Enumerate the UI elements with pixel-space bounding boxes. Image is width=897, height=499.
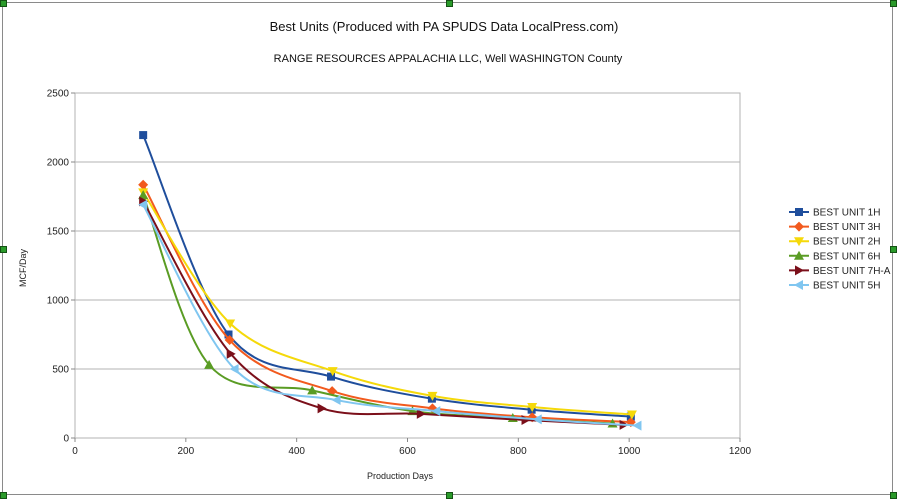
y-tick-label: 2500 <box>47 89 70 100</box>
series-group <box>138 131 642 431</box>
data-point <box>226 348 236 359</box>
series-best-unit-5h <box>138 199 642 431</box>
legend-marker <box>794 280 803 290</box>
x-tick-label: 600 <box>399 446 416 457</box>
legend-item: BEST UNIT 3H <box>789 221 880 233</box>
resize-handle-top-center[interactable] <box>446 0 453 7</box>
data-point <box>431 406 441 417</box>
data-point <box>225 319 236 329</box>
data-point <box>427 391 438 401</box>
x-tick-label: 1000 <box>618 446 641 457</box>
legend-item: BEST UNIT 7H-A <box>789 265 891 277</box>
x-tick-label: 400 <box>288 446 305 457</box>
legend-item: BEST UNIT 6H <box>789 250 880 262</box>
legend-marker <box>795 208 803 216</box>
data-point <box>527 402 538 412</box>
resize-handle-top-left[interactable] <box>0 0 7 7</box>
legend-marker <box>794 237 804 247</box>
data-point <box>139 131 148 140</box>
data-point <box>416 408 426 419</box>
legend-label: BEST UNIT 1H <box>813 208 880 219</box>
data-point <box>224 335 235 346</box>
legend-marker <box>794 221 804 232</box>
x-tick-label: 1200 <box>729 446 752 457</box>
series-best-unit-1h <box>139 131 635 421</box>
data-point <box>327 372 336 381</box>
x-tick-label: 0 <box>72 446 78 457</box>
legend: BEST UNIT 1H BEST UNIT 3H BEST UNIT 2H BEST… <box>789 208 891 292</box>
data-point <box>138 179 149 190</box>
data-point <box>224 330 233 339</box>
data-point <box>229 364 239 374</box>
legend-label: BEST UNIT 2H <box>813 237 880 248</box>
series-best-unit-2h <box>138 188 637 420</box>
data-point <box>317 403 327 414</box>
series-line <box>142 191 633 416</box>
y-tick-label: 500 <box>52 365 69 376</box>
x-axis-ticks: 0 200 400 600 800 1000 1200 <box>72 438 752 457</box>
legend-label: BEST UNIT 5H <box>813 281 880 292</box>
legend-item: BEST UNIT 2H <box>789 237 880 248</box>
y-axis-ticks: 0 500 1000 1500 2000 2500 <box>47 89 75 445</box>
data-point <box>632 420 642 431</box>
series-best-unit-6h <box>138 190 618 428</box>
data-point <box>532 414 542 425</box>
chart-title: Best Units (Produced with PA SPUDS Data … <box>270 19 619 34</box>
y-tick-label: 1000 <box>47 296 70 307</box>
data-point <box>204 359 215 369</box>
y-tick-label: 0 <box>63 434 69 445</box>
gridlines <box>75 92 740 370</box>
legend-marker <box>795 265 804 276</box>
x-tick-label: 800 <box>510 446 527 457</box>
legend-label: BEST UNIT 6H <box>813 251 880 262</box>
x-axis-label: Production Days <box>367 471 434 481</box>
legend-item: BEST UNIT 1H <box>789 208 880 219</box>
plot-area <box>74 92 741 439</box>
series-line <box>142 204 638 427</box>
legend-label: BEST UNIT 3H <box>813 222 880 233</box>
y-tick-label: 1500 <box>47 227 70 238</box>
data-point <box>331 395 341 406</box>
x-tick-label: 200 <box>177 446 194 457</box>
data-point <box>138 190 149 200</box>
legend-item: BEST UNIT 5H <box>789 280 880 292</box>
legend-marker <box>794 250 804 260</box>
data-point <box>307 385 318 395</box>
data-point <box>626 410 637 420</box>
chart-subtitle: RANGE RESOURCES APPALACHIA LLC, Well WAS… <box>274 53 623 65</box>
data-point <box>138 199 148 210</box>
resize-handle-middle-left[interactable] <box>0 246 7 253</box>
y-tick-label: 2000 <box>47 158 70 169</box>
data-point <box>327 367 338 377</box>
series-line <box>142 134 631 418</box>
legend-label: BEST UNIT 7H-A <box>813 266 891 277</box>
y-axis-label: MCF/Day <box>18 249 28 287</box>
